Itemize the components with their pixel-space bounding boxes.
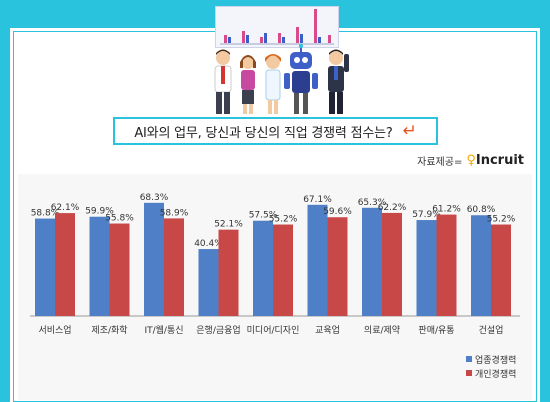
legend-item-job: 업종경쟁력	[466, 352, 516, 366]
bar-personal-5	[327, 217, 348, 316]
billboard-illustration	[215, 6, 339, 48]
bar-job-8	[471, 215, 491, 316]
source-credit: 자료제공= ♀Incruit	[417, 153, 524, 168]
bar-job-0	[35, 218, 55, 316]
value-label-personal-6: 62.2%	[378, 203, 407, 213]
category-label-5: 교육업	[315, 325, 340, 336]
bar-personal-0	[55, 213, 75, 316]
bar-job-4	[253, 220, 273, 316]
bar-personal-7	[436, 214, 457, 316]
robot-icon	[284, 44, 318, 114]
bar-personal-1	[109, 223, 130, 316]
value-label-job-1: 59.9%	[85, 207, 114, 217]
bar-job-7	[416, 220, 437, 316]
bar-job-3	[198, 249, 219, 316]
value-label-job-3: 40.4%	[194, 239, 223, 249]
legend-swatch-personal	[466, 370, 472, 376]
bar-personal-8	[491, 224, 511, 316]
value-label-personal-2: 58.9%	[160, 208, 189, 218]
category-label-2: IT/웹/통신	[144, 325, 183, 336]
category-label-0: 서비스업	[38, 325, 71, 336]
bar-personal-3	[218, 229, 239, 316]
category-label-7: 판매/유통	[418, 325, 454, 336]
value-label-personal-0: 62.1%	[51, 203, 80, 213]
source-label: 자료제공=	[417, 157, 463, 168]
question-text: AI와의 업무, 당신과 당신의 직업 경쟁력 점수는?	[134, 125, 393, 141]
bar-job-2	[144, 202, 164, 316]
value-label-personal-8: 55.2%	[487, 215, 516, 225]
chart-legend: 업종경쟁력 개인경쟁력	[466, 352, 516, 380]
worker-doctor-icon	[265, 54, 281, 114]
return-arrow-icon: ↵	[402, 120, 417, 141]
value-label-job-4: 57.5%	[249, 211, 278, 221]
legend-swatch-job	[466, 356, 472, 362]
legend-item-personal: 개인경쟁력	[466, 366, 516, 380]
value-label-personal-3: 52.1%	[214, 220, 243, 230]
value-label-job-5: 67.1%	[303, 195, 332, 205]
category-label-3: 은행/금융업	[196, 324, 240, 336]
category-label-4: 미디어/디자인	[247, 325, 300, 336]
bar-job-5	[307, 204, 328, 316]
source-brand-text: Incruit	[475, 153, 524, 168]
worker-thinking-man-icon	[328, 49, 349, 114]
bar-personal-2	[164, 218, 184, 316]
question-banner: AI와의 업무, 당신과 당신의 직업 경쟁력 점수는? ↵	[113, 117, 438, 145]
worker-man-icon	[214, 49, 232, 114]
value-label-personal-4: 55.2%	[269, 215, 298, 225]
value-label-personal-7: 61.2%	[432, 205, 461, 215]
source-brand: ♀Incruit	[466, 153, 524, 168]
legend-label-personal: 개인경쟁력	[475, 369, 517, 380]
legend-label-job: 업종경쟁력	[475, 355, 517, 366]
bar-personal-4	[273, 224, 293, 316]
value-label-job-2: 68.3%	[140, 193, 169, 203]
worker-woman-icon	[240, 55, 256, 114]
value-label-job-0: 58.8%	[31, 209, 60, 219]
value-label-job-6: 65.3%	[358, 198, 387, 208]
value-label-job-8: 60.8%	[467, 205, 496, 215]
bar-job-1	[89, 216, 110, 316]
value-label-personal-5: 59.6%	[323, 207, 352, 217]
value-label-job-7: 57.9%	[412, 210, 441, 220]
workers-illustration	[214, 44, 349, 114]
category-label-8: 건설업	[479, 325, 504, 336]
category-label-1: 제조/화학	[91, 325, 127, 336]
incruit-logo-icon: ♀	[466, 153, 476, 168]
category-label-6: 의료/제약	[364, 324, 400, 336]
mini-bar-illustration	[220, 9, 334, 45]
value-label-personal-1: 55.8%	[105, 214, 134, 224]
bar-personal-6	[382, 212, 402, 316]
bar-job-6	[362, 207, 382, 316]
